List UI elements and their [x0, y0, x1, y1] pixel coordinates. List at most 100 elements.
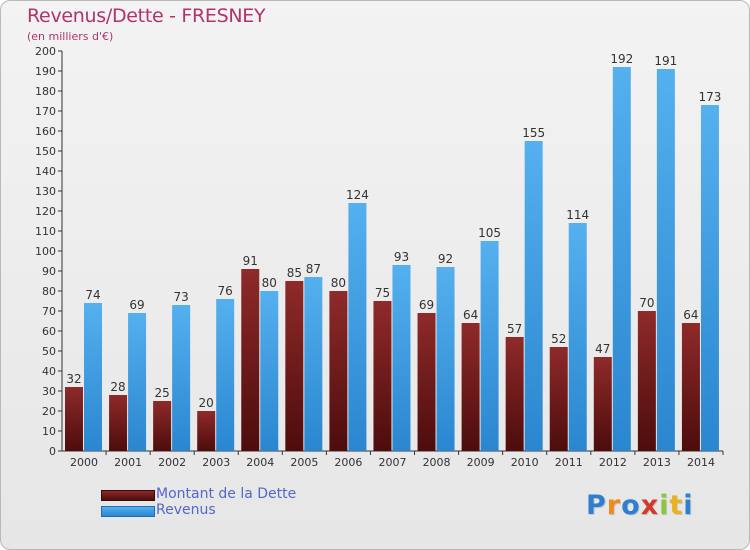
x-tick-label: 2013 — [643, 456, 671, 469]
y-tick-label: 200 — [35, 45, 56, 58]
chart-subtitle: (en milliers d'€) — [27, 30, 114, 43]
bar-revenus-2003 — [216, 299, 235, 451]
legend-swatch-revenus — [101, 506, 155, 517]
bar-dette-2012 — [593, 357, 612, 451]
data-label-revenus-2008: 92 — [438, 252, 453, 266]
y-tick-label: 140 — [35, 165, 56, 178]
y-tick-label: 90 — [42, 265, 56, 278]
data-label-revenus-2009: 105 — [478, 226, 501, 240]
logo-letter: P — [586, 490, 607, 521]
y-tick-label: 110 — [35, 225, 56, 238]
x-tick-label: 2002 — [158, 456, 186, 469]
bar-revenus-2013 — [656, 69, 675, 451]
x-tick-label: 2001 — [114, 456, 142, 469]
y-tick-label: 130 — [35, 185, 56, 198]
data-label-revenus-2002: 73 — [173, 290, 188, 304]
bar-dette-2011 — [549, 347, 568, 451]
bar-dette-2007 — [373, 301, 392, 451]
y-tick-label: 30 — [42, 385, 56, 398]
x-tick-label: 2000 — [70, 456, 98, 469]
bar-revenus-2012 — [612, 67, 631, 451]
bar-dette-2002 — [153, 401, 172, 451]
data-label-dette-2014: 64 — [683, 308, 698, 322]
y-tick-label: 50 — [42, 345, 56, 358]
data-label-dette-2013: 70 — [639, 296, 654, 310]
y-tick-label: 0 — [49, 445, 56, 458]
data-label-revenus-2004: 80 — [262, 276, 277, 290]
bar-revenus-2008 — [436, 267, 455, 451]
y-tick-label: 170 — [35, 105, 56, 118]
x-tick-label: 2004 — [246, 456, 274, 469]
bars-group — [65, 67, 719, 451]
data-label-revenus-2001: 69 — [129, 298, 144, 312]
bar-dette-2013 — [637, 311, 656, 451]
data-label-revenus-2011: 114 — [566, 208, 589, 222]
y-tick-label: 190 — [35, 65, 56, 78]
data-label-dette-2010: 57 — [507, 322, 522, 336]
y-tick-label: 70 — [42, 305, 56, 318]
logo-letter: r — [606, 490, 622, 521]
logo-letter: i — [683, 490, 694, 521]
data-label-dette-2008: 69 — [419, 298, 434, 312]
data-label-dette-2007: 75 — [375, 286, 390, 300]
bar-dette-2014 — [681, 323, 700, 451]
bar-revenus-2011 — [568, 223, 587, 451]
y-tick-label: 120 — [35, 205, 56, 218]
y-tick-label: 80 — [42, 285, 56, 298]
bar-revenus-2007 — [392, 265, 411, 451]
x-tick-label: 2005 — [290, 456, 318, 469]
x-tick-label: 2011 — [555, 456, 583, 469]
bar-revenus-2014 — [700, 105, 719, 451]
x-tick-label: 2010 — [511, 456, 539, 469]
data-label-revenus-2007: 93 — [394, 250, 409, 264]
chart-title: Revenus/Dette - FRESNEY — [27, 5, 266, 27]
bar-dette-2000 — [65, 387, 83, 451]
legend-label-revenus: Revenus — [156, 502, 216, 518]
data-label-dette-2006: 80 — [331, 276, 346, 290]
data-label-revenus-2013: 191 — [654, 54, 677, 68]
data-label-dette-2004: 91 — [243, 254, 258, 268]
data-label-dette-2011: 52 — [551, 332, 566, 346]
data-label-revenus-2012: 192 — [610, 52, 633, 66]
data-label-revenus-2003: 76 — [218, 284, 233, 298]
data-label-revenus-2000: 74 — [85, 288, 100, 302]
x-tick-label: 2014 — [687, 456, 715, 469]
data-label-revenus-2014: 173 — [698, 90, 721, 104]
data-label-revenus-2006: 124 — [346, 188, 369, 202]
y-tick-label: 150 — [35, 145, 56, 158]
data-label-dette-2009: 64 — [463, 308, 478, 322]
bar-revenus-2001 — [128, 313, 147, 451]
bar-dette-2001 — [109, 395, 128, 451]
bar-dette-2008 — [417, 313, 436, 451]
y-tick-label: 20 — [42, 405, 56, 418]
y-tick-label: 40 — [42, 365, 56, 378]
x-tick-label: 2007 — [379, 456, 407, 469]
legend-label-dette: Montant de la Dette — [156, 486, 297, 502]
bar-dette-2003 — [197, 411, 216, 451]
bar-dette-2010 — [505, 337, 524, 451]
legend-swatch-dette — [101, 490, 155, 501]
x-tick-label: 2009 — [467, 456, 495, 469]
bar-revenus-2004 — [260, 291, 279, 451]
data-label-dette-2012: 47 — [595, 342, 610, 356]
data-label-revenus-2010: 155 — [522, 126, 545, 140]
data-label-dette-2003: 20 — [199, 396, 214, 410]
data-label-dette-2005: 85 — [287, 266, 302, 280]
logo-letter: o — [621, 490, 641, 521]
logo-letter: x — [640, 490, 660, 521]
bar-revenus-2005 — [304, 277, 323, 451]
proxiti-logo: Proxiti — [586, 490, 694, 521]
bar-dette-2005 — [285, 281, 304, 451]
logo-letter: i — [659, 490, 670, 521]
bar-dette-2004 — [241, 269, 260, 451]
data-label-dette-2001: 28 — [110, 380, 125, 394]
y-tick-label: 180 — [35, 85, 56, 98]
x-tick-label: 2012 — [599, 456, 627, 469]
x-tick-label: 2008 — [423, 456, 451, 469]
bar-revenus-2006 — [348, 203, 367, 451]
x-tick-label: 2006 — [334, 456, 362, 469]
y-tick-label: 160 — [35, 125, 56, 138]
data-label-revenus-2005: 87 — [306, 262, 321, 276]
